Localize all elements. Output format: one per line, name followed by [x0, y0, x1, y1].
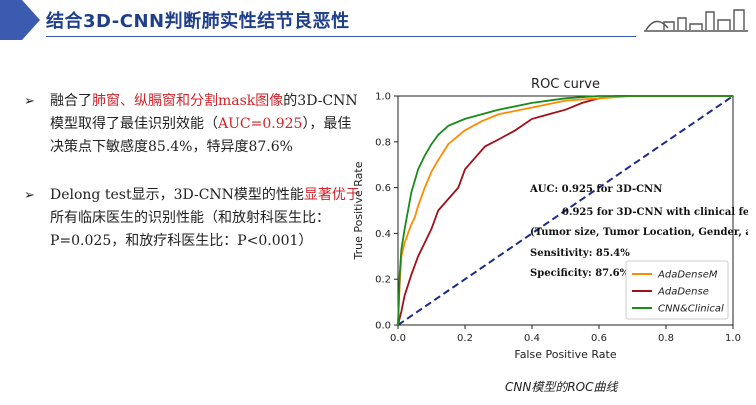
- x-tick-label: 0.6: [591, 333, 607, 344]
- annotation-text: Sensitivity: 85.4%: [530, 248, 630, 259]
- reference-diagonal-line: [397, 95, 734, 326]
- header-divider: [46, 36, 636, 37]
- x-tick-label: 0.8: [658, 333, 674, 344]
- roc-chart-svg: ROC curve False Positive Rate True Positiv…: [352, 77, 756, 361]
- bullet-item-2: ➢ Delong test显示，3D-CNN模型的性能显著优于所有临床医生的识别…: [20, 184, 360, 253]
- series-line-cnn-clinical: [397, 95, 733, 326]
- legend-label: CNN&Clinical: [658, 304, 724, 315]
- bullet-arrow-icon: ➢: [24, 188, 35, 203]
- y-tick-label: 0.8: [375, 137, 391, 148]
- y-tick-label: 1.0: [375, 92, 391, 103]
- x-axis-label: False Positive Rate: [514, 348, 616, 361]
- x-tick-label: 0.0: [390, 333, 406, 344]
- bullet-list: ➢ 融合了肺窗、纵膈窗和分割mask图像的3D-CNN模型取得了最佳识别效能（A…: [20, 90, 360, 253]
- annotation-text: (Tumor size, Tumor Location, Gender, and…: [530, 227, 748, 238]
- skyline-logo-icon: [644, 9, 748, 32]
- bullet-item-1: ➢ 融合了肺窗、纵膈窗和分割mask图像的3D-CNN模型取得了最佳识别效能（A…: [20, 90, 360, 159]
- bullet-arrow-icon: ➢: [24, 94, 35, 109]
- annotation-text: Specificity: 87.6%: [530, 268, 630, 279]
- series-line-adadensem: [397, 95, 733, 326]
- y-tick-label: 0.6: [375, 183, 391, 194]
- bullet-text: 融合了肺窗、纵膈窗和分割mask图像的3D-CNN模型取得了最佳识别效能（AUC…: [50, 93, 358, 155]
- y-tick-label: 0.2: [375, 275, 391, 286]
- annotation-text: AUC: 0.925 for 3D-CNN: [529, 184, 662, 195]
- slide-title: 结合3D-CNN判断肺实性结节良恶性: [46, 11, 350, 32]
- legend-label: AdaDense: [657, 287, 709, 298]
- x-tick-label: 0.2: [457, 333, 473, 344]
- x-tick-label: 1.0: [725, 333, 741, 344]
- x-tick-label: 0.4: [524, 333, 540, 344]
- header-chevron-icon: [0, 0, 40, 40]
- y-axis-label: True Positive Rate: [352, 161, 365, 260]
- roc-chart: ROC curve False Positive Rate True Positiv…: [348, 70, 756, 370]
- legend-label: AdaDenseM: [657, 270, 718, 281]
- slide-header: 结合3D-CNN判断肺实性结节良恶性: [0, 0, 756, 40]
- figure-caption: CNN模型的ROC曲线: [505, 380, 618, 394]
- y-tick-label: 0.0: [375, 321, 391, 332]
- chart-title: ROC curve: [531, 77, 600, 92]
- legend-box: [625, 260, 729, 320]
- annotation-text: 0.925 for 3D-CNN with clinical features: [562, 207, 748, 218]
- bullet-text: Delong test显示，3D-CNN模型的性能显著优于所有临床医生的识别性能…: [50, 187, 360, 249]
- y-tick-label: 0.4: [375, 229, 391, 240]
